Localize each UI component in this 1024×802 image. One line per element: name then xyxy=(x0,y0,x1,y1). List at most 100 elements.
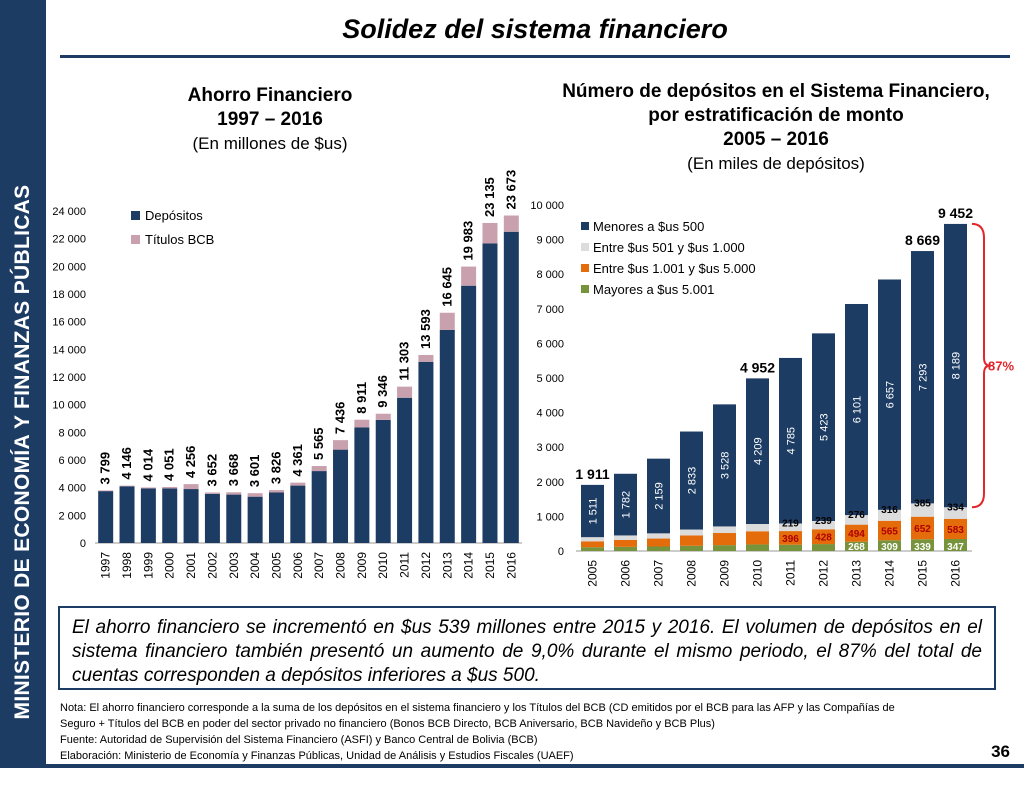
legend-label: Entre $us 501 y $us 1.000 xyxy=(593,240,745,255)
chart1-title-block: Ahorro Financiero 1997 – 2016 (En millon… xyxy=(150,84,390,156)
total-label: 4 256 xyxy=(183,446,198,479)
bar-menores-500 xyxy=(845,303,868,516)
segment-label-501-1000: 276 xyxy=(848,510,865,521)
x-tick-label: 2008 xyxy=(334,552,348,579)
bar-entre-501-1000 xyxy=(713,526,736,534)
bar-mayores-5001 xyxy=(944,538,967,551)
y-tick-label: 5 000 xyxy=(536,373,564,385)
total-label: 23 135 xyxy=(482,177,497,217)
legend-label-depositos: Depósitos xyxy=(145,208,203,223)
ahorro-chart: 0 2 000 4 000 6 000 8 000 10 000 12 000 14 000 1… xyxy=(52,170,522,579)
total-label: 19 983 xyxy=(461,221,476,261)
x-tick-label: 1998 xyxy=(120,552,134,579)
bar-depositos xyxy=(183,489,199,543)
bar-menores-500 xyxy=(779,357,802,524)
bar-entre-1001-5000 xyxy=(845,524,868,542)
segment-label-1001-5000: 428 xyxy=(815,533,832,544)
y-tick-label: 14 000 xyxy=(52,344,86,356)
bar-titulos-bcb xyxy=(311,466,327,472)
total-label: 4 361 xyxy=(290,444,305,477)
segment-label-1001-5000: 583 xyxy=(947,525,964,536)
x-tick-label: 2010 xyxy=(376,552,390,579)
legend-swatch xyxy=(581,285,589,293)
bar-entre-501-1000 xyxy=(680,529,703,536)
bar-titulos-bcb xyxy=(247,493,263,497)
bar-titulos-bcb xyxy=(183,484,199,490)
bar-titulos-bcb xyxy=(268,490,284,493)
bracket-87 xyxy=(971,222,991,509)
bar-depositos xyxy=(268,492,284,543)
bar-depositos xyxy=(397,397,413,543)
y-tick-label: 18 000 xyxy=(52,289,86,301)
x-tick-label: 2014 xyxy=(462,552,476,579)
bar-titulos-bcb xyxy=(418,354,434,362)
segment-label-1001-5000: 565 xyxy=(881,527,898,538)
y-tick-label: 20 000 xyxy=(52,261,86,273)
legend-swatch xyxy=(581,264,589,272)
y-tick-label: 8 000 xyxy=(536,269,564,281)
x-tick-label: 2004 xyxy=(248,552,262,579)
bar-menores-500 xyxy=(911,251,934,504)
total-label: 5 565 xyxy=(311,427,326,460)
bar-entre-501-1000 xyxy=(944,507,967,519)
bar-titulos-bcb xyxy=(354,419,370,428)
x-tick-label: 2011 xyxy=(784,560,798,586)
bar-depositos xyxy=(290,485,306,543)
x-tick-label: 1997 xyxy=(99,552,113,579)
segment-label-menores: 4 785 xyxy=(786,427,798,455)
x-tick-label: 2016 xyxy=(949,560,963,587)
bar-menores-500 xyxy=(944,223,967,508)
chart2-unit: (En miles de depósitos) xyxy=(687,154,865,173)
legend-label: Mayores a $us 5.001 xyxy=(593,282,714,297)
x-tick-label: 2009 xyxy=(718,560,732,587)
x-tick-label: 2013 xyxy=(440,552,454,579)
segment-label-501-1000: 239 xyxy=(815,516,832,527)
bar-titulos-bcb xyxy=(119,485,135,487)
y-tick-label: 16 000 xyxy=(52,317,86,329)
bar-depositos xyxy=(503,231,519,543)
bar-titulos-bcb xyxy=(98,490,114,492)
x-tick-label: 2014 xyxy=(883,560,897,587)
segment-label-501-1000: 334 xyxy=(947,502,964,513)
segment-label-1001-5000: 396 xyxy=(782,534,799,545)
bar-menores-500 xyxy=(812,333,835,522)
bar-depositos xyxy=(311,471,327,543)
total-label: 3 826 xyxy=(268,452,283,485)
bar-titulos-bcb xyxy=(375,413,391,420)
bar-menores-500 xyxy=(614,473,637,536)
bar-mayores-5001 xyxy=(812,544,835,551)
segment-label-1001-5000: 494 xyxy=(848,529,865,540)
x-tick-label: 2015 xyxy=(483,552,497,579)
y-tick-label: 6 000 xyxy=(536,338,564,350)
sidebar-band: MINISTERIO DE ECONOMÍA Y FINANZAS PÚBLIC… xyxy=(0,0,46,768)
bar-entre-1001-5000 xyxy=(581,541,604,548)
y-tick-label: 0 xyxy=(80,538,86,550)
x-tick-label: 2005 xyxy=(586,560,600,587)
x-tick-label: 2001 xyxy=(184,552,198,579)
segment-label-mayores: 339 xyxy=(914,542,931,553)
bar-entre-1001-5000 xyxy=(746,531,769,545)
bar-depositos xyxy=(418,361,434,543)
x-tick-label: 1999 xyxy=(141,552,155,579)
segment-label-menores: 1 511 xyxy=(588,498,600,525)
bar-depositos xyxy=(162,488,178,543)
bar-entre-501-1000 xyxy=(845,515,868,525)
bar-entre-501-1000 xyxy=(746,524,769,532)
bar-titulos-bcb xyxy=(204,492,220,494)
bar-entre-501-1000 xyxy=(878,509,901,521)
bar-depositos xyxy=(247,496,263,543)
segment-label-menores: 6 657 xyxy=(885,381,897,409)
y-tick-label: 3 000 xyxy=(536,442,564,454)
segment-label-1001-5000: 652 xyxy=(914,524,931,535)
total-label: 8 911 xyxy=(354,382,369,414)
x-tick-label: 2006 xyxy=(291,552,305,579)
segment-label-501-1000: 219 xyxy=(782,518,799,529)
bar-entre-501-1000 xyxy=(779,523,802,532)
bar-entre-501-1000 xyxy=(614,535,637,540)
total-label: 16 645 xyxy=(439,267,454,307)
total-label: 9 346 xyxy=(375,375,390,408)
bar-depositos xyxy=(226,494,242,543)
bar-titulos-bcb xyxy=(162,486,178,489)
segment-label-menores: 2 159 xyxy=(654,482,666,510)
total-label: 4 051 xyxy=(162,448,177,481)
